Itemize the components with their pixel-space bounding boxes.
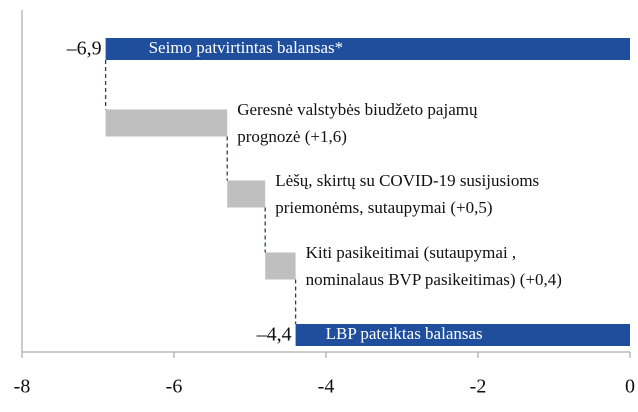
category-label: Geresnė valstybės biudžeto pajamų — [237, 100, 478, 119]
category-label: nominalaus BVP pasikeitimas) (+0,4) — [306, 270, 562, 289]
value-label: –4,4 — [256, 324, 292, 346]
category-label: Lėšų, skirtų su COVID-19 susijusioms — [275, 171, 539, 190]
bar — [105, 38, 631, 60]
bar — [265, 252, 296, 280]
x-tick-label: -6 — [166, 376, 183, 398]
value-label: –6,9 — [66, 38, 102, 60]
bar — [295, 324, 630, 346]
bar — [227, 180, 266, 208]
bar — [105, 109, 228, 137]
category-label: Kiti pasikeitimai (sutaupymai , — [306, 243, 517, 262]
x-tick-label: -2 — [470, 376, 487, 398]
category-label: Seimo patvirtintas balansas* — [149, 38, 344, 57]
category-label: priemonėms, sutaupymai (+0,5) — [275, 198, 492, 217]
category-label: LBP pateiktas balansas — [326, 324, 483, 343]
x-tick-label: -4 — [318, 376, 335, 398]
x-tick-label: 0 — [625, 376, 635, 398]
x-tick-label: -8 — [14, 376, 31, 398]
category-label: prognozė (+1,6) — [237, 127, 347, 146]
